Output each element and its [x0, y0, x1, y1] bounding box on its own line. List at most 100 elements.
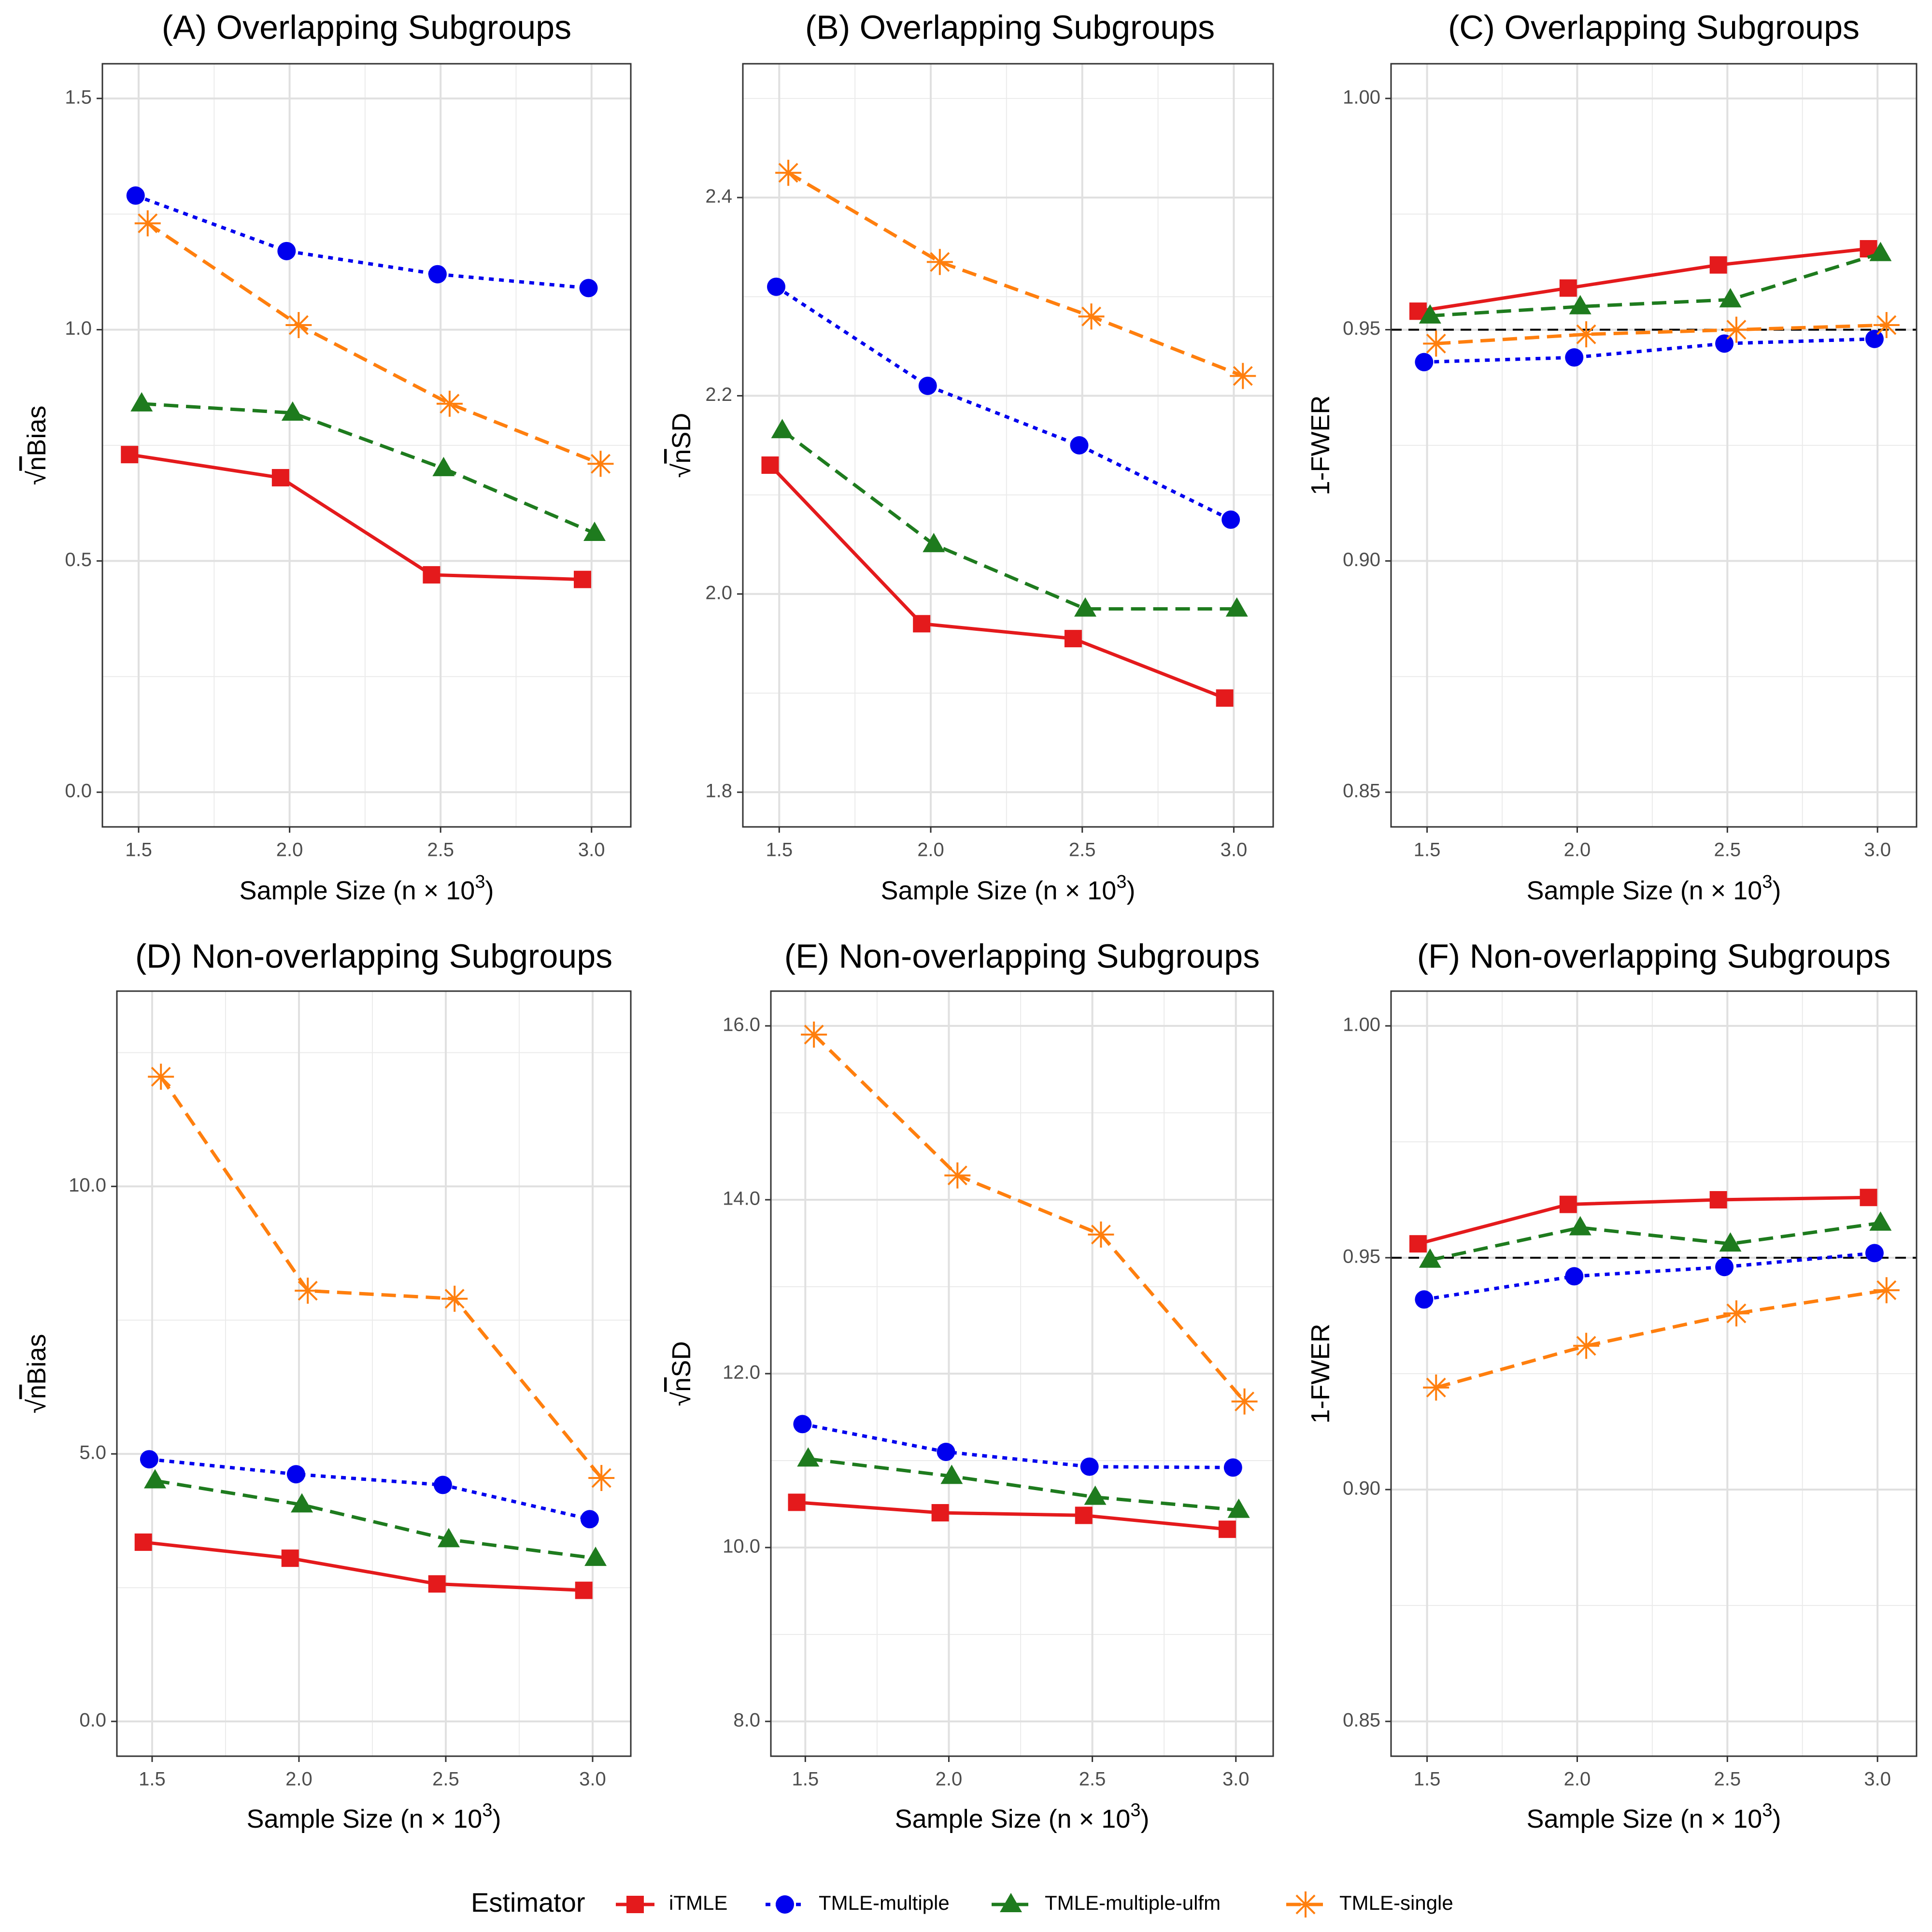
x-tick-label: 2.5	[1079, 1769, 1106, 1790]
x-tick-label: 1.5	[766, 839, 793, 861]
data-point	[1565, 1267, 1584, 1286]
legend-label: TMLE-multiple-ulfm	[1045, 1891, 1221, 1914]
data-point	[937, 1443, 955, 1461]
data-point	[291, 1493, 313, 1513]
y-axis-label: 1-FWER	[1306, 396, 1335, 496]
series-line	[1418, 247, 1869, 313]
series-TMLE-multiple	[1415, 1244, 1884, 1309]
data-point	[1088, 1222, 1114, 1248]
data-point	[1860, 1189, 1877, 1207]
data-point	[130, 392, 153, 412]
data-point	[1559, 279, 1577, 297]
data-point	[788, 1493, 806, 1511]
data-point	[1869, 242, 1892, 261]
data-point	[1573, 321, 1600, 348]
data-point	[1227, 1498, 1250, 1518]
data-point	[121, 446, 139, 464]
series-TMLE-multiple-ulfm	[1419, 242, 1892, 324]
legend-marker	[626, 1896, 644, 1913]
x-axis-label: Sample Size (n × 103)	[895, 1800, 1150, 1833]
legend-marker	[1293, 1891, 1319, 1918]
series-TMLE-single	[775, 159, 1256, 389]
series-line	[781, 429, 1237, 611]
series-line	[1430, 252, 1881, 318]
panel-border	[742, 63, 1274, 828]
x-tick-label: 3.0	[1864, 839, 1891, 861]
panel-1: 1.5 2.0 2.5 3.0 0.0 0.5 1.0 1.5 (A) Overlapping …	[22, 8, 632, 905]
data-point	[767, 277, 786, 296]
legend-marker	[776, 1895, 794, 1914]
series-iTMLE	[761, 456, 1234, 707]
y-tick-label: 0.90	[1343, 549, 1380, 570]
data-point	[134, 210, 161, 237]
panel-border	[101, 63, 632, 828]
x-tick-label: 2.5	[1714, 839, 1741, 861]
data-point	[1064, 630, 1082, 648]
data-point	[1423, 1374, 1449, 1401]
x-tick-label: 2.5	[1069, 839, 1096, 861]
y-axis-label: √nSD	[667, 1341, 696, 1406]
data-point	[1070, 436, 1089, 455]
legend: Estimator iTMLE TMLE-multiple TMLE-multipl…	[471, 1887, 1453, 1918]
data-point	[436, 390, 463, 417]
data-point	[1080, 1457, 1099, 1476]
series-line	[159, 1076, 603, 1479]
series-line	[1436, 323, 1887, 345]
data-point	[775, 159, 802, 186]
y-tick-label: 1.8	[705, 781, 732, 802]
x-tick-label: 3.0	[1222, 1769, 1250, 1790]
panel-title: (C) Overlapping Subgroups	[1448, 8, 1860, 46]
x-tick-label: 2.0	[276, 839, 303, 861]
data-point	[1715, 334, 1734, 353]
panel-title: (A) Overlapping Subgroups	[162, 8, 571, 46]
x-axis-label: Sample Size (n × 103)	[1527, 872, 1781, 905]
series-iTMLE	[1409, 1189, 1877, 1253]
x-axis-label: Sample Size (n × 103)	[881, 872, 1136, 905]
data-point	[1573, 1333, 1600, 1359]
data-point	[148, 1064, 174, 1090]
series-line	[155, 1479, 596, 1560]
data-point	[940, 1464, 963, 1484]
data-point	[1419, 1248, 1441, 1268]
data-point	[134, 1533, 152, 1551]
y-tick-label: 1.0	[65, 318, 92, 339]
series-line	[787, 171, 1244, 378]
x-axis-label: Sample Size (n × 103)	[1527, 1800, 1781, 1833]
y-tick-label: 0.95	[1343, 318, 1380, 339]
y-tick-label: 1.00	[1343, 1014, 1380, 1036]
data-point	[126, 186, 145, 205]
data-point	[1223, 1458, 1242, 1477]
panel-4: 1.5 2.0 2.5 3.0 0.0 5.0 10.0 (D) Non-overlappin…	[22, 937, 632, 1833]
panel-3: 1.5 2.0 2.5 3.0 0.85 0.90 0.95 1.00 (C) Overlapp…	[1306, 8, 1918, 905]
data-point	[277, 242, 296, 260]
data-point	[1559, 1195, 1577, 1213]
data-point	[761, 456, 779, 474]
panel-5: 1.5 2.0 2.5 3.0 8.0 10.0 12.0 14.0 16.0 (E) Non-o…	[667, 937, 1274, 1833]
series-iTMLE	[121, 446, 591, 588]
legend-item-TMLE-multiple: TMLE-multiple	[766, 1891, 950, 1914]
plot-background	[743, 64, 1273, 827]
series-iTMLE	[1409, 240, 1877, 320]
panel-2: 1.5 2.0 2.5 3.0 1.8 2.0 2.2 2.4 (B) Overlapping …	[667, 8, 1274, 905]
data-point	[286, 1465, 305, 1484]
x-tick-label: 2.5	[427, 839, 454, 861]
y-tick-label: 0.90	[1343, 1478, 1380, 1499]
series-line	[1435, 1288, 1887, 1390]
series-TMLE-single	[148, 1064, 615, 1491]
panel-border	[1390, 990, 1918, 1757]
data-point	[913, 615, 931, 633]
panel-border	[1390, 63, 1918, 828]
data-point	[1225, 597, 1248, 617]
series-iTMLE	[134, 1533, 593, 1599]
data-point	[1078, 303, 1105, 330]
data-point	[771, 419, 794, 439]
panel-title: (B) Overlapping Subgroups	[805, 8, 1215, 46]
data-point	[428, 1575, 446, 1593]
data-point	[1873, 312, 1900, 339]
x-axis-label: Sample Size (n × 103)	[240, 872, 494, 905]
data-point	[1709, 256, 1727, 274]
series-TMLE-multiple	[793, 1415, 1242, 1477]
data-point	[1231, 1388, 1258, 1415]
data-point	[923, 533, 945, 553]
